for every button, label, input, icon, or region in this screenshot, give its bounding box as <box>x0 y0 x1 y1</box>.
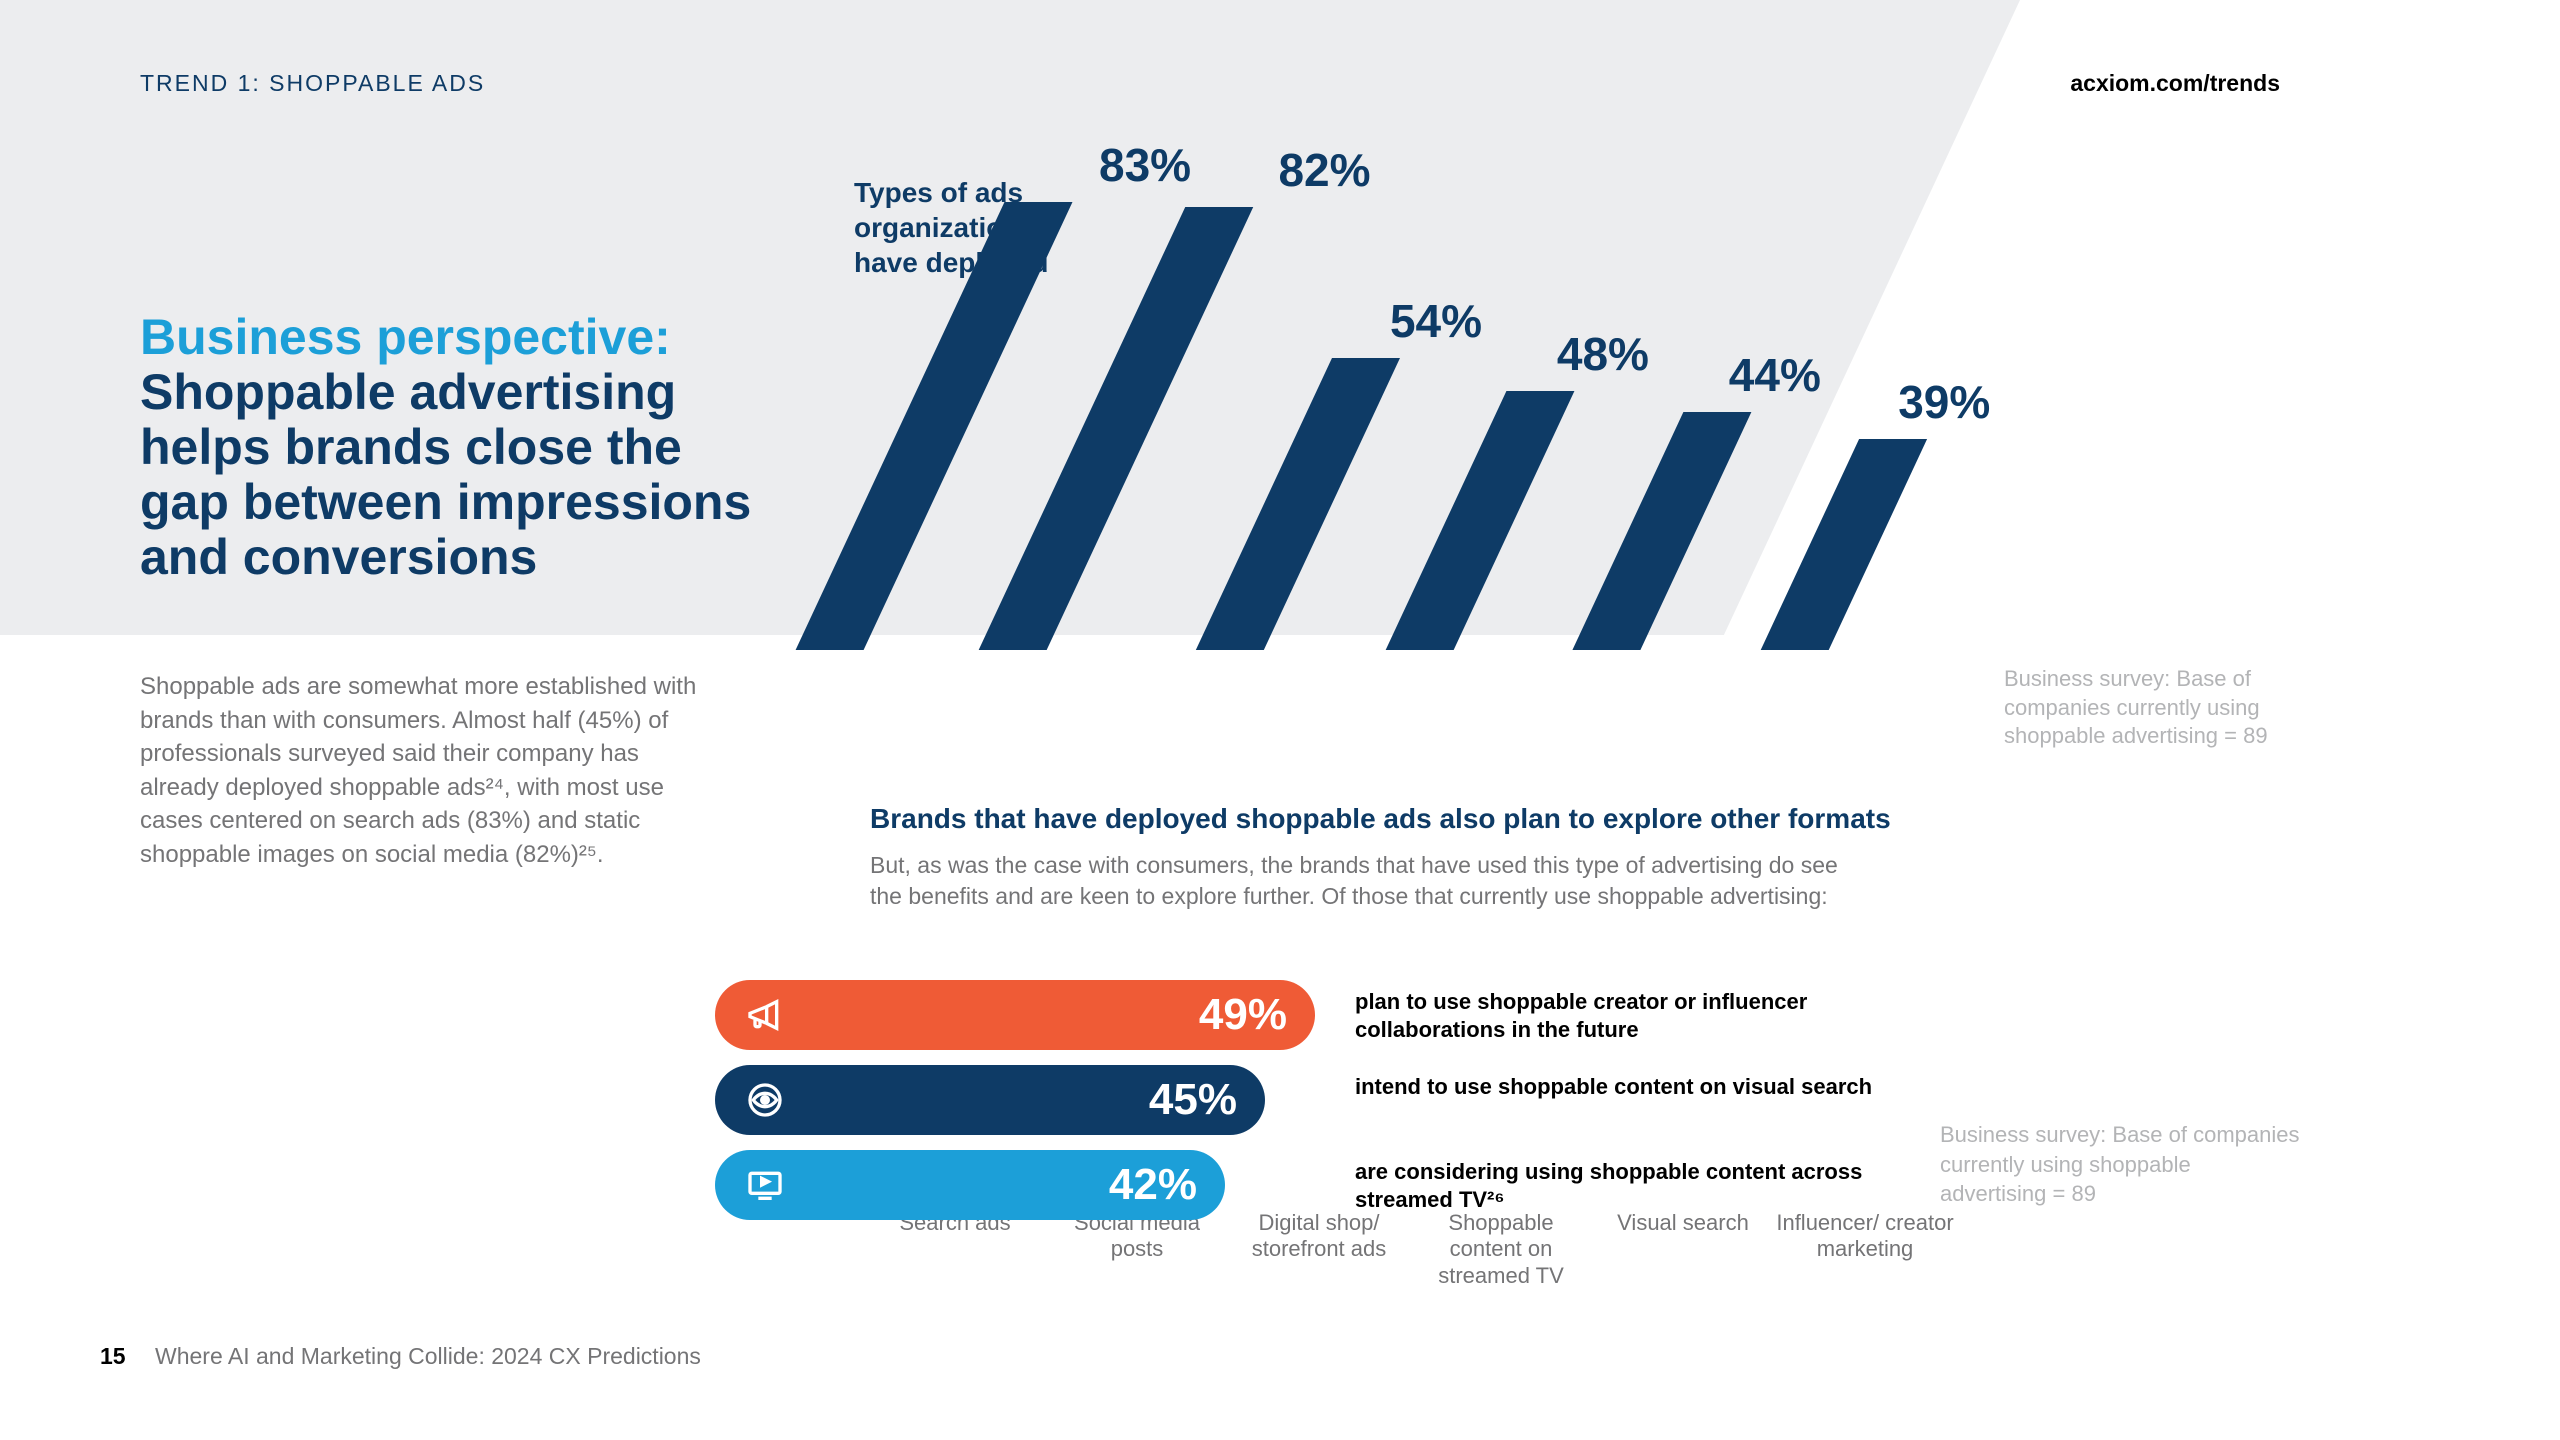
stat-desc: intend to use shoppable content on visua… <box>1355 1073 1875 1101</box>
stat-percent: 45% <box>1149 1075 1237 1125</box>
bar-label: Digital shop/ storefront ads <box>1229 1210 1409 1263</box>
section2-footnote: Business survey: Base of companies curre… <box>1940 1120 2300 1209</box>
title-highlight: Business perspective: <box>140 310 760 365</box>
bar-value: 54% <box>1390 294 1482 348</box>
bar <box>1196 358 1400 650</box>
bar <box>1386 391 1575 650</box>
stat-pill: 49% <box>715 980 1315 1050</box>
bar-value: 48% <box>1557 327 1649 381</box>
stat-pill: 42% <box>715 1150 1225 1220</box>
body-paragraph: Shoppable ads are somewhat more establis… <box>140 670 720 872</box>
footer-text: Where AI and Marketing Collide: 2024 CX … <box>155 1343 701 1370</box>
megaphone-icon <box>743 993 787 1037</box>
bar-label: Visual search <box>1593 1210 1773 1236</box>
page-title: Business perspective: Shoppable advertis… <box>140 310 760 585</box>
bar <box>1761 439 1927 650</box>
bar-value: 82% <box>1278 143 1370 197</box>
bar-value: 83% <box>1099 138 1191 192</box>
title-main: Shoppable advertising helps brands close… <box>140 365 760 585</box>
page-number: 15 <box>100 1343 126 1370</box>
url-label: acxiom.com/trends <box>2070 70 2280 97</box>
bar <box>1573 412 1752 650</box>
stat-desc: plan to use shoppable creator or influen… <box>1355 988 1875 1043</box>
bar-value: 39% <box>1898 375 1990 429</box>
section2-heading: Brands that have deployed shoppable ads … <box>870 803 1891 835</box>
stat-pill: 45% <box>715 1065 1265 1135</box>
bar-label: Influencer/ creator marketing <box>1775 1210 1955 1263</box>
eye-icon <box>743 1078 787 1122</box>
stat-percent: 42% <box>1109 1160 1197 1210</box>
stat-percent: 49% <box>1199 990 1287 1040</box>
chart-footnote: Business survey: Base of companies curre… <box>2004 665 2334 751</box>
stat-desc: are considering using shoppable content … <box>1355 1158 1875 1213</box>
trend-label: TREND 1: SHOPPABLE ADS <box>140 70 485 97</box>
bar-chart: 83%Search ads82%Social media posts54%Dig… <box>900 100 2100 650</box>
bar-label: Shoppable content on streamed TV <box>1411 1210 1591 1289</box>
section2-subtext: But, as was the case with consumers, the… <box>870 850 1870 912</box>
tv-icon <box>743 1163 787 1207</box>
bar-value: 44% <box>1729 348 1821 402</box>
